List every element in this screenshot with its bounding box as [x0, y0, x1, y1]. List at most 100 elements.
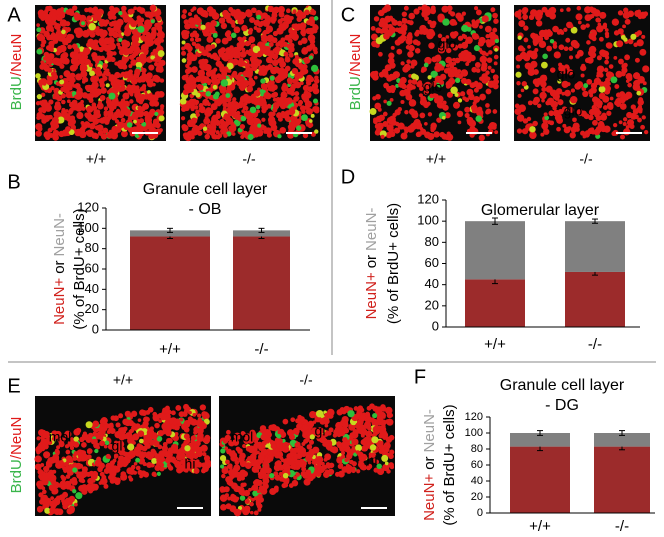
cell [249, 501, 254, 507]
cell [409, 45, 415, 51]
cell [48, 21, 52, 25]
cell [351, 438, 359, 446]
cell [261, 485, 268, 492]
cell [239, 40, 246, 47]
cell [105, 83, 110, 88]
cell [88, 488, 94, 494]
cell [239, 495, 246, 501]
cell [485, 52, 489, 57]
cell [83, 435, 89, 441]
cell [42, 489, 47, 495]
cell [138, 118, 145, 124]
cell [251, 497, 255, 502]
cell [110, 464, 115, 469]
cell [202, 451, 207, 457]
cell [276, 59, 281, 64]
cell [485, 108, 492, 114]
cell [258, 496, 264, 503]
cell [109, 478, 116, 484]
region-label: glo [564, 103, 583, 119]
cell [42, 12, 50, 20]
cell [108, 21, 115, 27]
cell [212, 32, 218, 38]
cell [95, 69, 103, 77]
cell [324, 423, 329, 428]
cell [307, 86, 314, 93]
cell [638, 97, 644, 103]
cell [135, 94, 141, 100]
x-tick-label: -/- [615, 518, 629, 535]
cell [154, 464, 161, 471]
cell [222, 22, 227, 27]
cell [298, 99, 304, 105]
cell [427, 112, 433, 117]
cell [50, 8, 58, 16]
cell [110, 101, 115, 107]
cell [290, 122, 297, 129]
cell [286, 43, 292, 49]
genotype-label: -/- [242, 151, 256, 167]
cell [64, 430, 72, 438]
cell [213, 67, 218, 72]
cell [222, 102, 228, 108]
cell [259, 425, 267, 432]
cell [319, 428, 325, 434]
cell [133, 126, 141, 133]
cell [411, 79, 418, 85]
cell [153, 37, 162, 46]
cell [381, 454, 389, 462]
cell [99, 440, 106, 447]
cell [71, 43, 78, 49]
cell [127, 443, 135, 451]
cell [208, 95, 213, 100]
cell [239, 460, 247, 468]
cell [110, 131, 119, 140]
cell [407, 50, 414, 58]
cell [380, 431, 389, 440]
cell [615, 92, 622, 98]
cell [598, 92, 606, 100]
cell [605, 34, 610, 39]
cell [75, 492, 83, 500]
cell [222, 9, 229, 17]
cell [411, 85, 416, 90]
cell [81, 441, 87, 448]
cell [41, 495, 49, 504]
cell [271, 12, 278, 19]
cell [552, 25, 559, 33]
x-tick-label: +/+ [529, 518, 551, 535]
cell [437, 46, 446, 54]
cell [413, 8, 420, 15]
cell [98, 481, 103, 485]
cell [229, 505, 237, 513]
cell [128, 54, 135, 60]
cell [195, 92, 201, 98]
cell [152, 118, 160, 126]
cell [376, 467, 385, 476]
cell [118, 121, 124, 128]
cell [270, 443, 277, 450]
cell [48, 40, 55, 47]
cell [136, 444, 144, 451]
cell [60, 86, 66, 92]
cell [64, 113, 71, 119]
y-tick-label: 120 [465, 411, 483, 423]
y-tick-label: 20 [425, 297, 439, 312]
cell [389, 85, 396, 92]
cell [359, 407, 365, 413]
cell [430, 70, 438, 78]
cell [269, 472, 275, 479]
cell [100, 133, 108, 140]
cell [37, 468, 44, 475]
cell [449, 11, 456, 17]
cell [288, 452, 295, 458]
cell [152, 411, 158, 417]
cell [310, 64, 319, 73]
cell [439, 65, 445, 71]
cell [81, 488, 88, 495]
cell [288, 52, 294, 58]
bar-segment [130, 236, 210, 330]
cell [593, 101, 599, 107]
cell [292, 33, 299, 40]
region-label: glo [424, 79, 443, 95]
